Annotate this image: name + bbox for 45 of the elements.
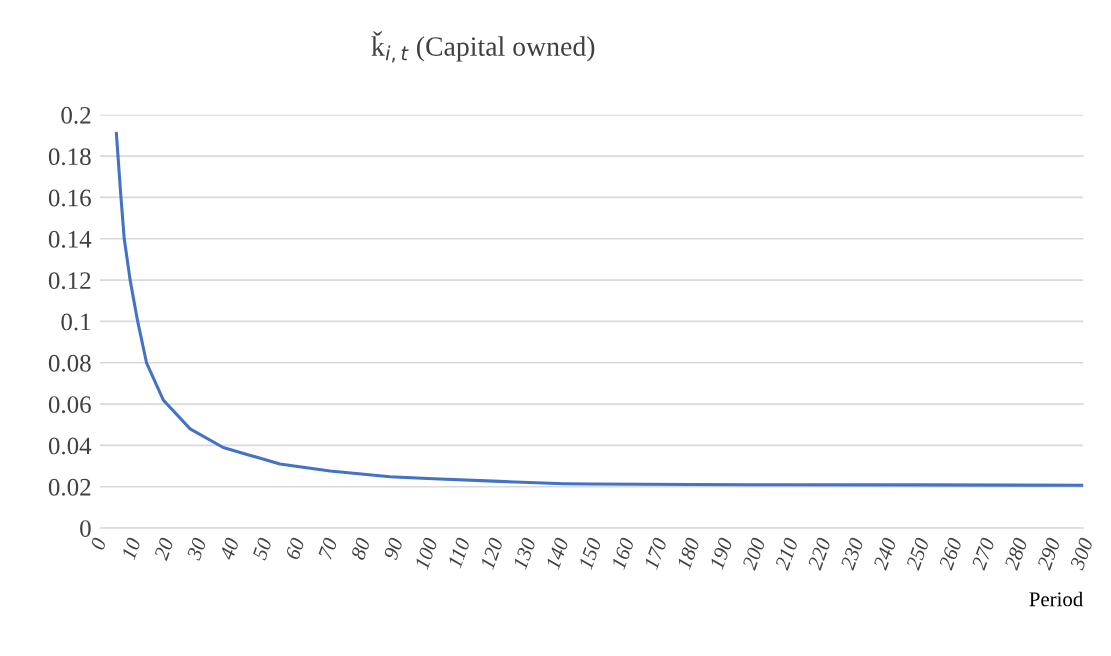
x-tick-label: 20	[153, 536, 174, 561]
x-tick-label: 30	[186, 536, 207, 562]
x-tick-label: 170	[643, 536, 668, 571]
x-tick-label: 250	[905, 536, 930, 571]
x-axis-title: Period	[1029, 591, 1083, 607]
x-tick-label: 120	[479, 536, 504, 571]
y-tick-label: 0.12	[48, 272, 91, 290]
x-tick-label: 100	[414, 536, 438, 571]
x-tick-label: 190	[709, 536, 733, 571]
x-tick-label: 230	[840, 536, 864, 571]
x-tick-label: 240	[872, 536, 897, 571]
x-tick-label: 260	[938, 536, 963, 571]
x-tick-label: 70	[317, 536, 338, 560]
x-tick-label: 280	[1004, 536, 1028, 571]
y-tick-label: 0.04	[48, 437, 92, 455]
x-tick-label: 200	[741, 536, 766, 571]
x-tick-label: 0	[90, 536, 107, 551]
x-tick-label: 10	[121, 536, 142, 561]
chart-title: ǩ$_{i,t}$ (Capital owned)	[371, 31, 595, 63]
y-tick-label: 0.08	[48, 354, 91, 372]
x-tick-label: 60	[285, 536, 306, 561]
x-tick-label: 220	[807, 536, 832, 571]
x-tick-label: 50	[252, 536, 273, 561]
x-tick-label: 300	[1069, 536, 1094, 571]
y-tick-label: 0.06	[48, 396, 91, 414]
x-tick-label: 290	[1036, 536, 1061, 571]
x-tick-label: 270	[971, 536, 996, 571]
x-tick-label: 140	[545, 536, 569, 571]
y-tick-label: 0.16	[48, 189, 91, 207]
x-tick-label: 210	[774, 536, 799, 571]
x-tick-label: 180	[676, 536, 701, 571]
y-tick-label: 0.14	[48, 230, 92, 248]
x-tick-label: 90	[383, 536, 404, 561]
x-tick-label: 130	[512, 536, 537, 571]
y-tick-label: 0.18	[48, 148, 91, 166]
y-tick-label: 0.02	[48, 478, 91, 496]
y-tick-label: 0	[80, 520, 91, 537]
y-tick-label: 0.2	[61, 106, 91, 124]
x-tick-label: 160	[610, 536, 635, 571]
x-tick-label: 40	[219, 536, 240, 561]
x-tick-label: 80	[350, 536, 371, 561]
x-tick-label: 110	[447, 536, 471, 569]
y-tick-label: 0.1	[61, 313, 91, 331]
line-series	[114, 131, 1084, 487]
x-tick-label: 150	[578, 536, 602, 571]
